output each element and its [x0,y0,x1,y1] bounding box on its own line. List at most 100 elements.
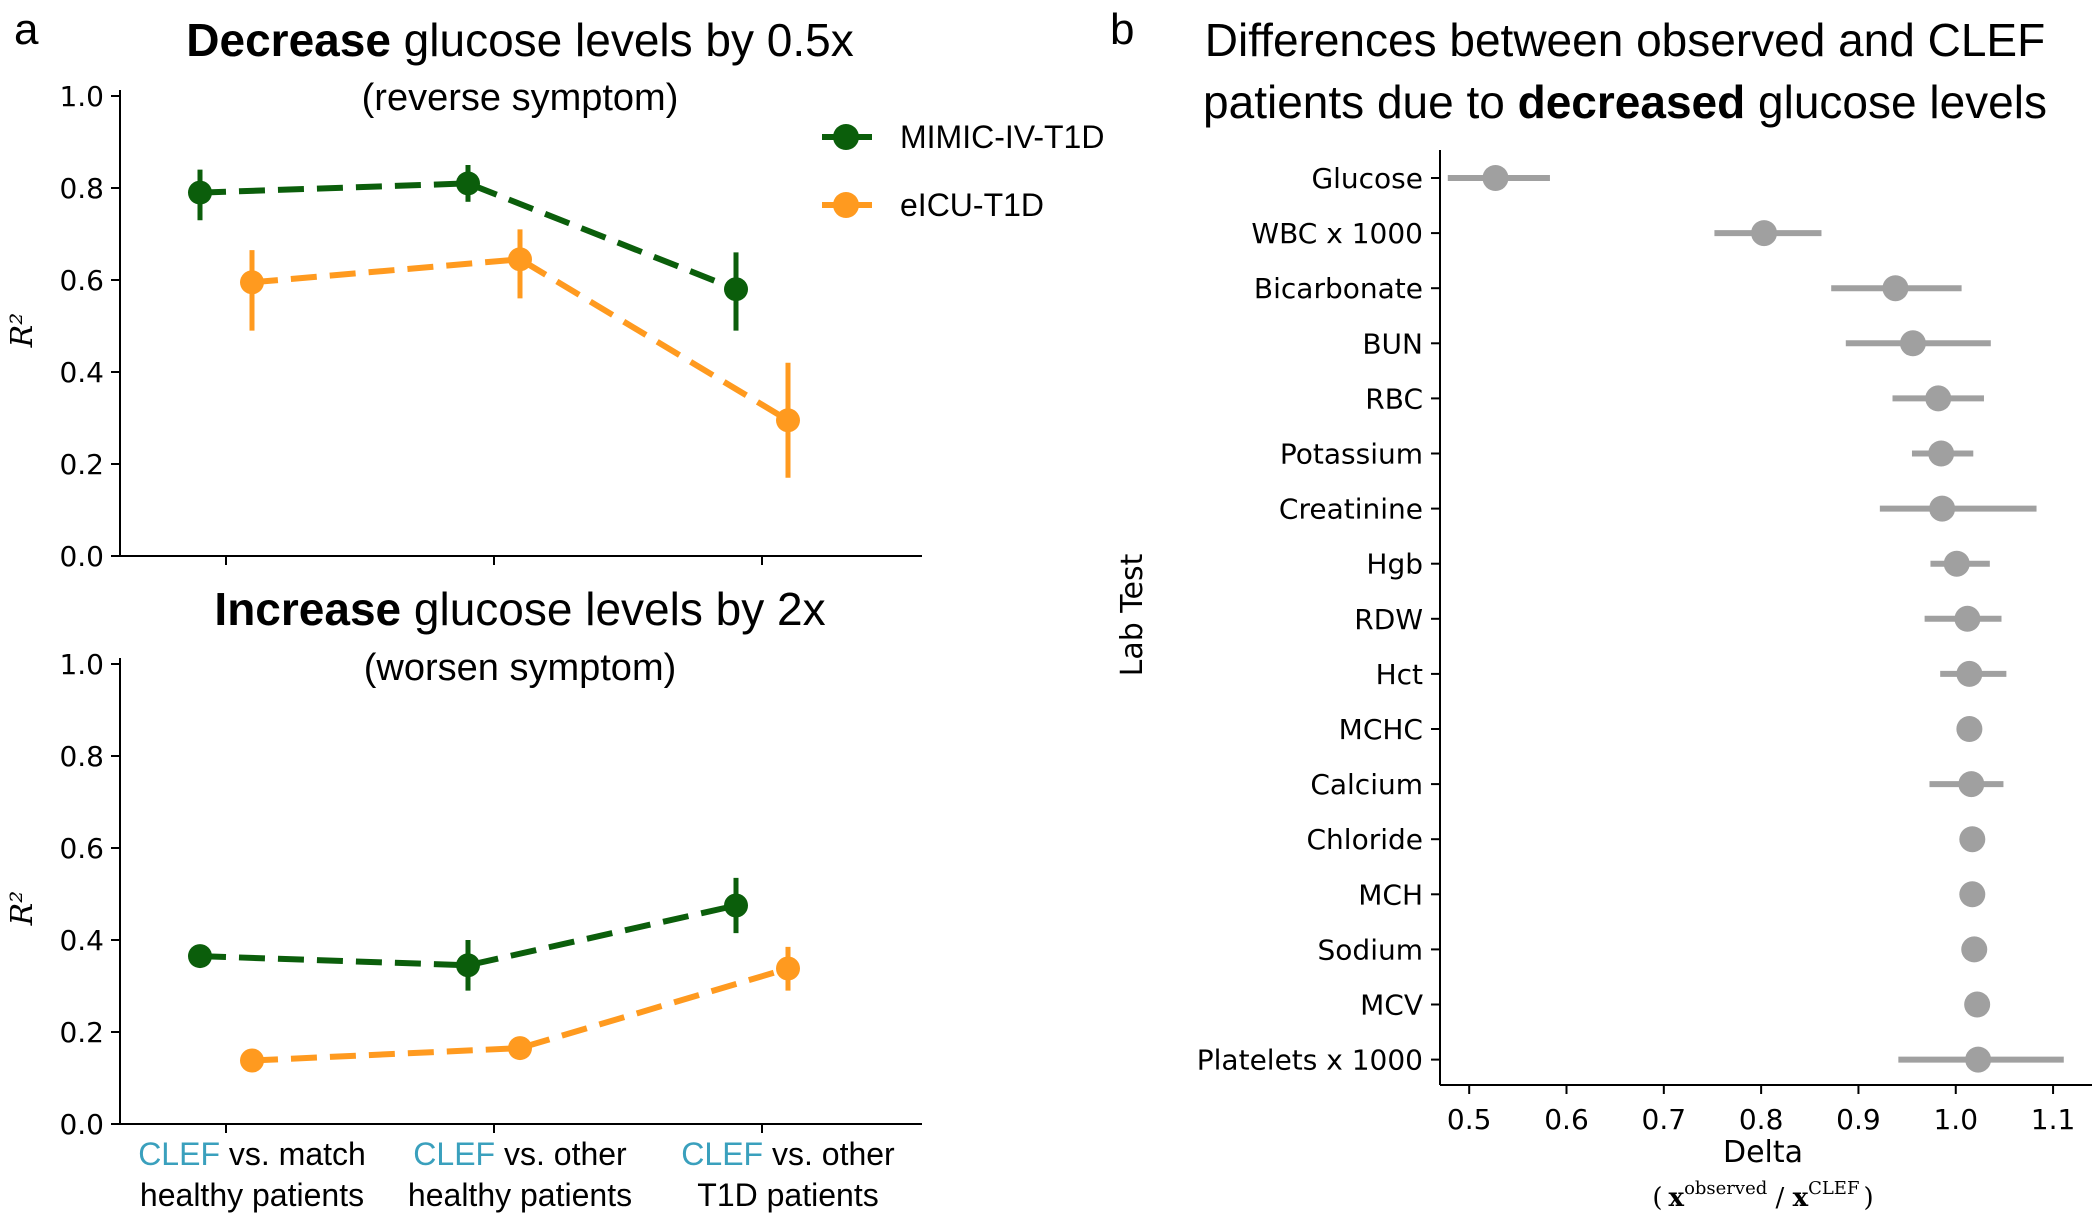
top-title-rest: glucose levels by 0.5x [391,14,854,66]
x-tick-label: 0.8 [1739,1103,1784,1136]
bottom-chart-subtitle: (worsen symptom) [364,647,677,689]
formula-den-sup: CLEF [1808,1178,1859,1199]
data-point [1956,660,1983,687]
legend-label: eICU-T1D [900,187,1044,223]
lab-test-label: MCHC [1339,713,1423,746]
x-tick-label: 0.9 [1836,1103,1881,1136]
lab-test-label: Platelets x 1000 [1197,1044,1423,1077]
category-label-line2: T1D patients [697,1177,878,1213]
y-tick-label: 0.6 [59,264,104,297]
right-chart-title-line2: patients due to decreased glucose levels [1203,76,2047,128]
x-tick-label: 0.5 [1447,1103,1492,1136]
top-line-chart: 0.0 0.2 0.4 0.6 0.8 1.0 [59,80,922,573]
category-rest: vs. match [220,1136,366,1172]
data-point [1482,165,1509,191]
legend-marker [833,124,859,150]
bottom-title-rest: glucose levels by 2x [401,583,825,635]
right-dot-chart: 0.5 0.6 0.7 0.8 0.9 1.0 1.1 Glucose WBC x 1000 Bi… [1197,150,2092,1136]
data-point [188,180,212,205]
data-point [776,408,800,433]
right-chart-title-line1: Differences between observed and CLEF [1205,14,2045,66]
data-point [1751,220,1778,247]
category-label-line2: healthy patients [140,1177,364,1213]
y-tick-label: 0.2 [59,448,104,481]
top-ylabel: R² [5,313,40,349]
x-tick-label: 1.0 [1933,1103,1978,1136]
data-point [1964,991,1991,1018]
category-labels: CLEF vs. match healthy patients CLEF vs. o… [138,1136,895,1213]
lab-test-label: Glucose [1311,162,1423,195]
data-point [508,1036,532,1061]
category-accent: CLEF [138,1136,220,1172]
formula-den: x [1793,1183,1809,1213]
top-chart-title: Decrease glucose levels by 0.5x [186,14,853,66]
lab-test-label: RDW [1354,603,1423,636]
y-tick-label: 0.4 [59,356,104,389]
data-point [1943,550,1970,577]
lab-test-label: Hgb [1366,548,1423,581]
legend-marker [833,192,859,218]
top-title-bold: Decrease [186,14,391,66]
data-point [1965,1046,1992,1073]
data-point [188,944,212,969]
data-point [1959,826,1986,853]
series-line [199,180,738,292]
formula-open: ( [1652,1183,1662,1213]
series-line [251,256,790,423]
data-point [456,171,480,196]
x-tick-label: 1.1 [2031,1103,2076,1136]
data-point [724,893,748,918]
category-accent: CLEF [681,1136,763,1172]
category-label-line1: CLEF vs. other [681,1136,895,1172]
right-title-bold: decreased [1518,76,1746,128]
lab-test-label: Calcium [1310,768,1423,801]
lab-test-label: WBC x 1000 [1251,217,1423,250]
lab-test-label: Chloride [1307,823,1424,856]
data-point [1925,385,1952,412]
y-tick-label: 0.2 [59,1016,104,1049]
x-tick-label: 0.7 [1642,1103,1687,1136]
bottom-chart-title: Increase glucose levels by 2x [214,583,825,635]
y-tick-label: 0.8 [59,740,104,773]
category-label-line2: healthy patients [408,1177,632,1213]
lab-test-label: Potassium [1280,438,1423,471]
data-point [1929,495,1956,522]
data-point [1899,330,1926,357]
data-point [1958,771,1985,798]
panel-b-letter: b [1110,5,1134,54]
formula-num-sup: observed [1684,1178,1767,1199]
category-rest: vs. other [495,1136,627,1172]
y-tick-label: 0.0 [59,1108,104,1141]
lab-test-label: Hct [1376,658,1423,691]
data-point [508,247,532,272]
x-tick-label: 0.6 [1544,1103,1589,1136]
lab-test-label: Creatinine [1279,493,1423,526]
data-point [1956,716,1983,742]
y-tick-label: 1.0 [59,80,104,113]
right-xlabel-formula: (xobserved / xCLEF) [1652,1178,1873,1213]
y-tick-label: 0.4 [59,924,104,957]
data-point [1961,936,1988,963]
series-line [199,902,737,969]
data-point [776,956,800,981]
bottom-line-chart: 0.0 0.2 0.4 0.6 0.8 1.0 [59,648,922,1141]
category-accent: CLEF [413,1136,495,1172]
category-label-line1: CLEF vs. match [138,1136,366,1172]
data-point [1959,881,1986,908]
category-rest: vs. other [763,1136,895,1172]
lab-test-label: Sodium [1318,933,1423,966]
legend: MIMIC-IV-T1D eICU-T1D [822,119,1104,223]
top-chart-subtitle: (reverse symptom) [362,77,679,119]
right-title-post: glucose levels [1745,76,2047,128]
y-tick-label: 0.6 [59,832,104,865]
data-point [240,270,264,295]
category-label-line1: CLEF vs. other [413,1136,627,1172]
legend-label: MIMIC-IV-T1D [900,119,1104,155]
series-line [251,965,789,1064]
right-xlabel: Delta [1723,1135,1803,1170]
lab-test-label: MCV [1360,989,1423,1022]
y-tick-label: 0.0 [59,540,104,573]
formula-num: x [1669,1183,1685,1213]
formula-close: ) [1863,1183,1873,1213]
